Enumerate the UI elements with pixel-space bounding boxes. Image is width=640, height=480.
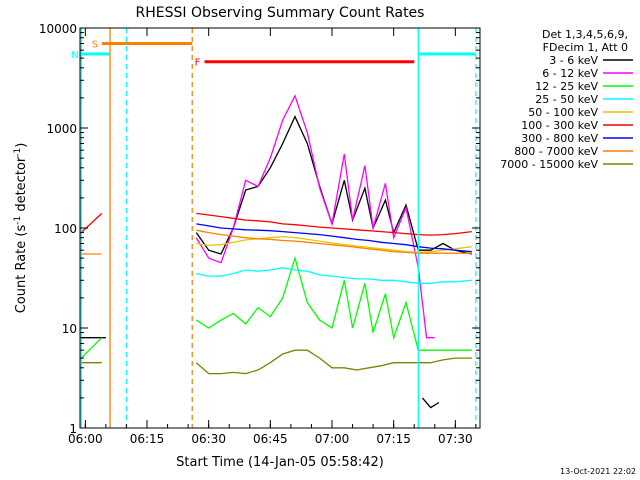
x-tick-label-7: 07:30	[438, 432, 473, 446]
series-line-6-segment-1	[80, 212, 103, 234]
series-line-4-segment-1	[196, 267, 472, 284]
y-tick-label-3: 100	[54, 222, 77, 236]
chart-title: RHESSI Observing Summary Count Rates	[136, 5, 425, 21]
x-tick-label-3: 06:30	[191, 432, 226, 446]
x-tick-label-1: 06:00	[68, 432, 103, 446]
series-lines	[80, 94, 472, 409]
legend-header-2: FDecim 1, Att 0	[543, 41, 628, 54]
legend-entry-label-6: 100 - 300 keV	[521, 119, 598, 132]
series-line-2-segment-1	[195, 94, 435, 339]
series-line-9-segment-2	[195, 349, 472, 375]
series-line-1-segment-2	[195, 115, 472, 255]
x-tick-label-6: 07:15	[376, 432, 411, 446]
x-tick-label-5: 07:00	[315, 432, 350, 446]
legend-entry-label-3: 12 - 25 keV	[535, 80, 598, 93]
legend-entry-label-5: 50 - 100 keV	[528, 106, 598, 119]
legend: Det 1,3,4,5,6,9,FDecim 1, Att 03 - 6 keV…	[500, 28, 633, 171]
timestamp: 13-Oct-2021 22:02	[560, 467, 636, 476]
annotation-label-3: F	[195, 58, 201, 69]
series-line-7-segment-1	[196, 223, 472, 253]
series-line-3-segment-1	[80, 337, 103, 359]
legend-entry-label-2: 6 - 12 keV	[542, 67, 598, 80]
legend-entry-label-4: 25 - 50 keV	[535, 93, 598, 106]
series-line-3-segment-2	[195, 255, 472, 351]
series-line-6-segment-2	[196, 212, 472, 236]
annotation-label-1: S	[92, 39, 98, 50]
y-tick-label-1: 1	[69, 422, 77, 436]
legend-entry-label-9: 7000 - 15000 keV	[500, 158, 598, 171]
x-tick-label-4: 06:45	[253, 432, 288, 446]
y-tick-label-2: 10	[62, 322, 77, 336]
legend-header-1: Det 1,3,4,5,6,9,	[542, 28, 628, 41]
series-line-8-segment-2	[196, 229, 472, 254]
legend-entry-label-7: 300 - 800 keV	[521, 132, 598, 145]
axis-ticks: 06:00 06:15 06:30 06:45 07:00 07:15 07:30 1 10 10…	[39, 22, 480, 446]
y-tick-label-4: 1000	[46, 122, 77, 136]
x-tick-label-2: 06:15	[130, 432, 165, 446]
y-axis-label: Count Rate (s-1 detector-1)	[13, 143, 29, 314]
legend-entry-label-8: 800 - 7000 keV	[514, 145, 598, 158]
series-line-1-segment-3	[421, 397, 440, 409]
series-line-5-segment-1	[196, 235, 472, 254]
x-axis-label: Start Time (14-Jan-05 05:58:42)	[176, 455, 384, 470]
y-tick-label-5: 10000	[39, 22, 77, 36]
annotation-label-2: N	[71, 50, 78, 61]
legend-entry-label-1: 3 - 6 keV	[549, 54, 598, 67]
state-annotations: S N F	[71, 39, 476, 69]
